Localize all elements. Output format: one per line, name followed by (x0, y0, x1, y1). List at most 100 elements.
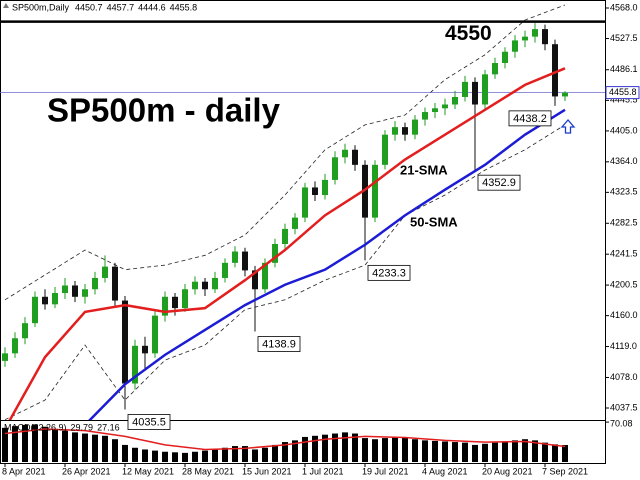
macd-bar (522, 439, 528, 462)
price-label: 4352.9 (482, 177, 516, 189)
macd-bar (212, 449, 218, 462)
macd-bar (402, 437, 408, 462)
macd-bar (22, 424, 28, 462)
candle-body (282, 228, 288, 245)
macd-signal-value: 27.16 (97, 422, 120, 432)
candle-body (232, 251, 238, 263)
y-tick-label: 4486.1 (610, 64, 638, 74)
macd-panel (2, 424, 568, 462)
y-tick-label: 4405.0 (610, 125, 638, 135)
sma-line (8, 67, 566, 420)
x-tick-label: 12 May 2021 (122, 466, 174, 476)
x-tick-label: 8 Apr 2021 (2, 466, 46, 476)
candle-body (322, 179, 328, 195)
candle-body (212, 277, 218, 290)
macd-bar (382, 438, 388, 462)
macd-bar (62, 430, 68, 462)
candle-body (162, 296, 168, 316)
macd-bar (192, 451, 198, 462)
candle-body (472, 81, 478, 105)
macd-bar (412, 439, 418, 462)
macd-bar (562, 445, 568, 462)
candle-body (352, 149, 358, 165)
candle-body (302, 187, 308, 218)
macd-bar (542, 442, 548, 462)
candle-body (442, 104, 448, 109)
candle-body (192, 281, 198, 290)
macd-bar (502, 441, 508, 462)
candle-body (552, 44, 558, 97)
candle-body (382, 134, 388, 165)
macd-name: MACD(12,26,9) (4, 422, 67, 432)
y-tick-label: 4445.5 (610, 95, 638, 105)
macd-signal (4, 428, 566, 451)
macd-bar (332, 433, 338, 462)
macd-bar (322, 434, 328, 462)
candle-body (142, 345, 148, 354)
macd-bar (32, 424, 38, 462)
candle-body (292, 217, 298, 229)
macd-bar (432, 440, 438, 462)
candle-body (42, 296, 48, 305)
macd-bar (222, 447, 228, 462)
macd-bar (462, 442, 468, 462)
candle-body (122, 300, 128, 384)
y-tick-label: 4527.5 (610, 33, 638, 43)
candle-body (132, 345, 138, 384)
price-label-box (508, 110, 552, 127)
macd-bar (552, 444, 558, 462)
macd-bar (492, 442, 498, 462)
macd-bar (112, 439, 118, 462)
macd-bar (482, 443, 488, 462)
ohlc-high: 4457.7 (107, 2, 135, 12)
price-label-box (477, 174, 521, 191)
candle-body (112, 266, 118, 301)
macd-bar (12, 426, 18, 462)
macd-bar (442, 441, 448, 462)
x-tick-label: 26 Apr 2021 (62, 466, 111, 476)
y-tick-label: 4568.0 (610, 2, 638, 12)
y-tick-label: 4037.5 (610, 402, 638, 412)
chart-title: SP500m - daily (47, 92, 281, 129)
candle-body (512, 40, 518, 52)
macd-y-tick-label: 70.08 (610, 418, 633, 428)
macd-bar (92, 434, 98, 462)
price-label-box (257, 336, 301, 352)
ohlc-low: 4444.6 (138, 2, 166, 12)
candle-body (202, 281, 208, 290)
macd-bar (512, 440, 518, 462)
candle-body (502, 51, 508, 64)
candle-body (272, 244, 278, 263)
price-panel (0, 4, 605, 420)
macd-bar (452, 442, 458, 462)
macd-bar (142, 449, 148, 462)
candle-body (182, 289, 188, 309)
macd-bar (372, 439, 378, 462)
candle-body (62, 285, 68, 294)
price-label: 4233.3 (372, 267, 406, 279)
macd-bar (122, 444, 128, 462)
candle-body (32, 296, 38, 324)
macd-bar (132, 447, 138, 462)
candle-body (152, 315, 158, 354)
price-label: 4438.2 (513, 113, 547, 125)
macd-bar (352, 433, 358, 462)
candle-body (542, 29, 548, 45)
candle-body (82, 289, 88, 297)
macd-bar (202, 450, 208, 462)
level-label: 4550 (445, 22, 492, 45)
candle-body (342, 149, 348, 158)
price-label-box (367, 264, 411, 281)
y-tick-label: 4160.0 (610, 310, 638, 320)
price-label: 4035.5 (132, 416, 166, 428)
macd-bar (472, 444, 478, 462)
sma-label: 50-SMA (410, 214, 458, 229)
candle-body (562, 92, 568, 97)
x-tick-label: 19 Jul 2021 (362, 466, 409, 476)
x-tick-label: 7 Sep 2021 (542, 466, 588, 476)
candle-body (2, 353, 8, 361)
candle-body (262, 262, 268, 290)
macd-bar (312, 435, 318, 462)
